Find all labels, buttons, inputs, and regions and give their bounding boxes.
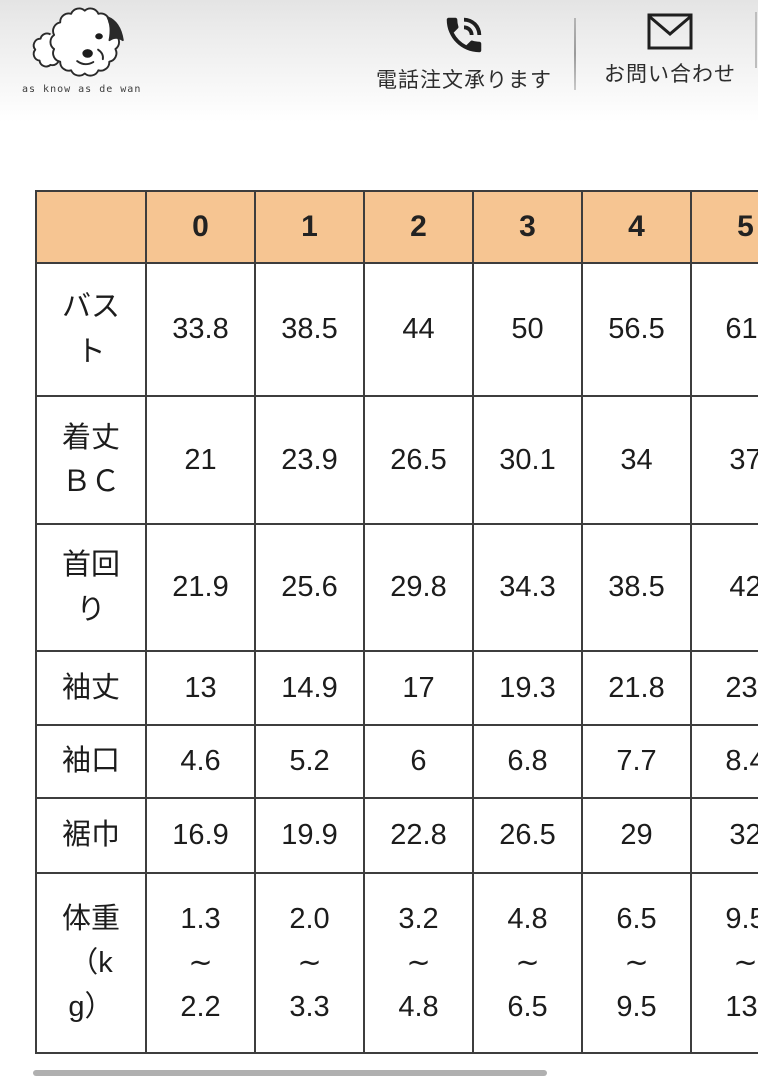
- size-column-header: 2: [363, 190, 474, 264]
- table-row: 袖口 4.6 5.2 6 6.8 7.7 8.4: [35, 724, 758, 799]
- row-label: バス ト: [35, 262, 147, 397]
- size-column-header: 3: [472, 190, 583, 264]
- size-value-cell: 5.2: [254, 724, 365, 799]
- row-label: 袖丈: [35, 650, 147, 726]
- size-value-cell: 26.5: [363, 395, 474, 525]
- row-label: 裾巾: [35, 797, 147, 874]
- size-value-cell: 7.7: [581, 724, 692, 799]
- size-value-cell: 9.5 ∼ 13.: [690, 872, 758, 1054]
- phone-order-label: 電話注文承ります: [376, 69, 552, 92]
- horizontal-scrollbar-thumb[interactable]: [33, 1070, 547, 1076]
- size-column-header: 0: [145, 190, 256, 264]
- row-label: 首回 り: [35, 523, 147, 652]
- size-value-cell: 33.8: [145, 262, 256, 397]
- size-value-cell: 13: [145, 650, 256, 726]
- size-value-cell: 32: [690, 797, 758, 874]
- contact-link[interactable]: お問い合わせ: [590, 12, 750, 88]
- size-value-cell: 42: [690, 523, 758, 652]
- size-value-cell: 19.9: [254, 797, 365, 874]
- size-value-cell: 17: [363, 650, 474, 726]
- size-value-cell: 37: [690, 395, 758, 525]
- size-value-cell: 4.8 ∼ 6.5: [472, 872, 583, 1054]
- size-value-cell: 16.9: [145, 797, 256, 874]
- contact-label: お問い合わせ: [604, 63, 736, 86]
- size-value-cell: 2.0 ∼ 3.3: [254, 872, 365, 1054]
- size-chart-corner-cell: [35, 190, 147, 264]
- size-value-cell: 1.3 ∼ 2.2: [145, 872, 256, 1054]
- size-column-header: 4: [581, 190, 692, 264]
- table-row: 着丈 ＢＣ 21 23.9 26.5 30.1 34 37: [35, 395, 758, 525]
- size-value-cell: 34: [581, 395, 692, 525]
- size-value-cell: 44: [363, 262, 474, 397]
- header-divider: [574, 18, 576, 90]
- size-value-cell: 21.8: [581, 650, 692, 726]
- size-value-cell: 21: [145, 395, 256, 525]
- dog-sketch-icon: [32, 7, 124, 77]
- size-value-cell: 21.9: [145, 523, 256, 652]
- size-value-cell: 23.: [690, 650, 758, 726]
- size-value-cell: 23.9: [254, 395, 365, 525]
- size-value-cell: 25.6: [254, 523, 365, 652]
- mail-icon: [647, 13, 693, 50]
- size-value-cell: 61.: [690, 262, 758, 397]
- size-value-cell: 34.3: [472, 523, 583, 652]
- header-right-edge-divider: [755, 12, 757, 68]
- size-value-cell: 6.5 ∼ 9.5: [581, 872, 692, 1054]
- table-row: 体重 （k g） 1.3 ∼ 2.2 2.0 ∼ 3.3 3.2 ∼ 4.8 4.8 ∼…: [35, 872, 758, 1054]
- site-header: as know as de wan 電話注文承ります お問い合わせ: [0, 0, 758, 122]
- size-value-cell: 6.8: [472, 724, 583, 799]
- row-label: 着丈 ＢＣ: [35, 395, 147, 525]
- size-value-cell: 30.1: [472, 395, 583, 525]
- brand-logo[interactable]: as know as de wan: [22, 4, 142, 95]
- size-value-cell: 29.8: [363, 523, 474, 652]
- table-row: 首回 り 21.9 25.6 29.8 34.3 38.5 42: [35, 523, 758, 652]
- size-value-cell: 14.9: [254, 650, 365, 726]
- size-value-cell: 19.3: [472, 650, 583, 726]
- size-column-header: 1: [254, 190, 365, 264]
- row-label: 袖口: [35, 724, 147, 799]
- row-label: 体重 （k g）: [35, 872, 147, 1054]
- size-value-cell: 3.2 ∼ 4.8: [363, 872, 474, 1054]
- size-value-cell: 4.6: [145, 724, 256, 799]
- size-value-cell: 29: [581, 797, 692, 874]
- size-value-cell: 8.4: [690, 724, 758, 799]
- phone-in-talk-icon: [446, 17, 482, 53]
- size-value-cell: 50: [472, 262, 583, 397]
- size-value-cell: 26.5: [472, 797, 583, 874]
- size-value-cell: 6: [363, 724, 474, 799]
- phone-order-link[interactable]: 電話注文承ります: [368, 12, 560, 94]
- table-row: 裾巾 16.9 19.9 22.8 26.5 29 32: [35, 797, 758, 874]
- size-value-cell: 38.5: [581, 523, 692, 652]
- size-value-cell: 22.8: [363, 797, 474, 874]
- size-value-cell: 38.5: [254, 262, 365, 397]
- brand-logo-text: as know as de wan: [22, 84, 142, 95]
- size-value-cell: 56.5: [581, 262, 692, 397]
- size-column-header: 5: [690, 190, 758, 264]
